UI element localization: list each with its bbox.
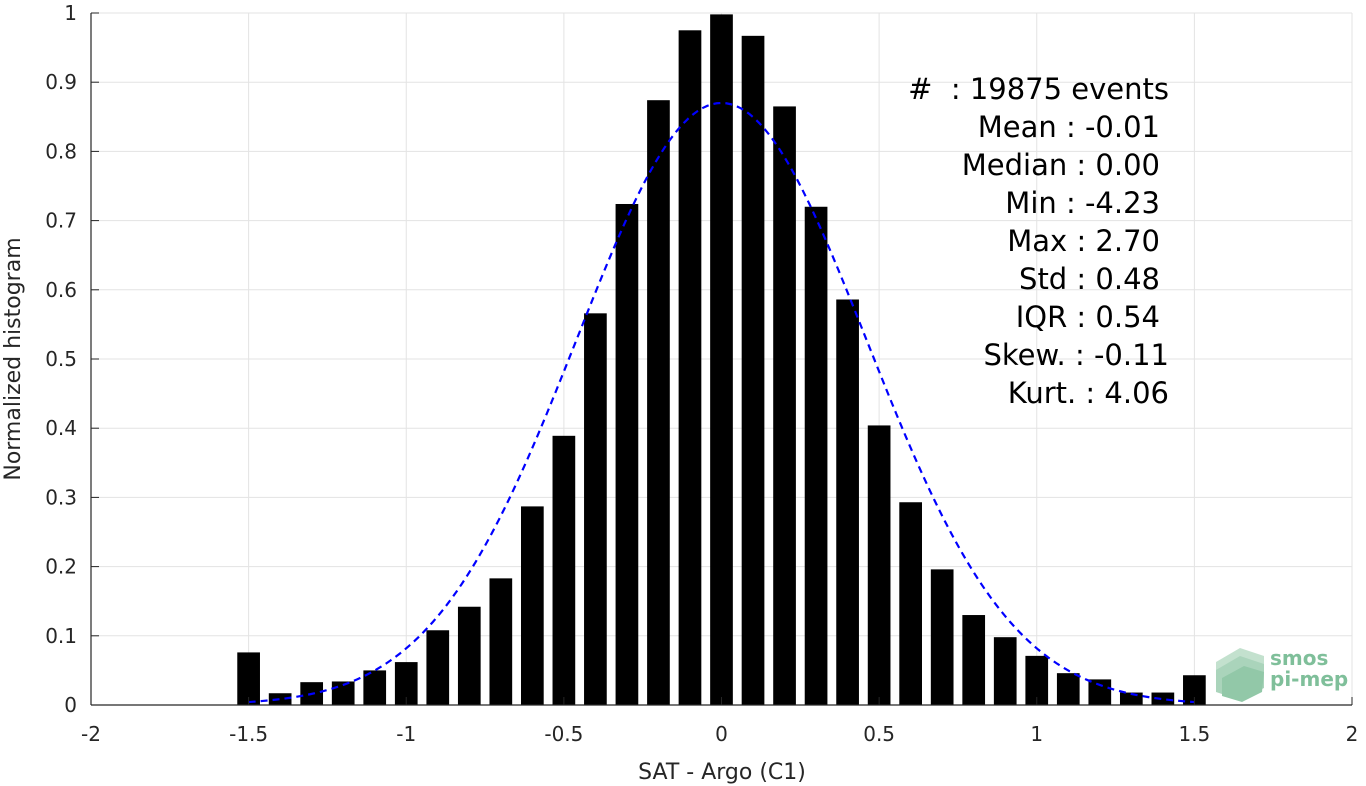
histogram-bar <box>836 299 859 705</box>
stat-events: # : 19875 events <box>908 72 1169 106</box>
histogram-bar <box>237 652 260 705</box>
histogram-bar <box>1183 675 1206 705</box>
x-tick-label: -0.5 <box>544 722 583 746</box>
histogram-bar <box>552 435 576 705</box>
x-tick-label: -1.5 <box>229 722 268 746</box>
x-tick-label: -1 <box>396 722 416 746</box>
histogram-bar <box>1151 692 1175 705</box>
histogram-bar <box>615 203 639 705</box>
histogram-bar <box>426 630 450 705</box>
histogram-bar <box>1025 655 1049 705</box>
y-tick-label: 0.7 <box>45 209 77 233</box>
logo-line1: smos <box>1270 646 1328 670</box>
y-tick-label: 0 <box>64 693 77 717</box>
stat-max: Max : 2.70 <box>1007 224 1160 258</box>
stat-mean: Mean : -0.01 <box>978 110 1160 144</box>
stat-std: Std : 0.48 <box>1019 262 1160 296</box>
y-tick-labels: 0 0.1 0.2 0.3 0.4 0.5 0.6 0.7 0.8 0.9 1 <box>45 1 77 717</box>
histogram-bar <box>584 313 607 705</box>
histogram-bar <box>930 569 954 705</box>
histogram-bar <box>363 670 387 705</box>
stat-kurt: Kurt. : 4.06 <box>1008 376 1169 410</box>
histogram-bar <box>394 662 418 705</box>
histogram-bar <box>647 100 670 705</box>
x-tick-label: 0.5 <box>863 722 895 746</box>
y-tick-label: 0.5 <box>45 347 77 371</box>
axes <box>90 12 1353 706</box>
histogram-bar <box>804 206 828 705</box>
y-tick-label: 0.9 <box>45 70 77 94</box>
histogram-bars <box>237 14 1206 706</box>
x-axis-label: SAT - Argo (C1) <box>638 760 806 785</box>
histogram-bar <box>268 693 292 705</box>
stat-median: Median : 0.00 <box>962 148 1160 182</box>
histogram-bar <box>773 106 796 706</box>
statistics-annotation: # : 19875 events Mean : -0.01 Median : 0… <box>908 72 1169 410</box>
histogram-bar <box>489 578 513 705</box>
y-tick-label: 0.6 <box>45 278 77 302</box>
histogram-bar <box>867 425 891 705</box>
histogram-bar <box>741 35 765 705</box>
histogram-bar <box>521 506 544 705</box>
x-tick-labels: -2 -1.5 -1 -0.5 0 0.5 1 1.5 2 <box>81 722 1358 746</box>
x-tick-label: 1 <box>1030 722 1043 746</box>
histogram-bar <box>962 615 986 705</box>
histogram-bar <box>457 606 481 705</box>
x-tick-label: 1.5 <box>1178 722 1210 746</box>
histogram-bar <box>899 502 922 705</box>
y-tick-label: 0.8 <box>45 139 77 163</box>
stat-min: Min : -4.23 <box>1005 186 1160 220</box>
x-tick-label: 2 <box>1346 722 1359 746</box>
stat-iqr: IQR : 0.54 <box>1016 300 1160 334</box>
y-axis-label: Normalized histogram <box>1 237 26 480</box>
logo-line2: pi-mep <box>1270 667 1348 691</box>
histogram-bar <box>678 30 702 706</box>
y-tick-label: 0.1 <box>45 624 77 648</box>
x-tick-label: 0 <box>715 722 728 746</box>
histogram-bar <box>1088 679 1112 705</box>
x-tick-label: -2 <box>81 722 101 746</box>
logo-layers-icon <box>1216 648 1264 702</box>
histogram-bar <box>993 637 1017 705</box>
histogram-bar <box>710 14 733 706</box>
smos-pimep-logo: smos pi-mep <box>1216 646 1348 702</box>
y-tick-label: 0.3 <box>45 485 77 509</box>
normal-fit-curve <box>248 101 1195 704</box>
histogram-bar <box>1056 673 1080 705</box>
y-tick-label: 0.4 <box>45 416 77 440</box>
stat-skew: Skew. : -0.11 <box>983 338 1169 372</box>
y-tick-label: 0.2 <box>45 555 77 579</box>
y-tick-label: 1 <box>64 1 77 25</box>
